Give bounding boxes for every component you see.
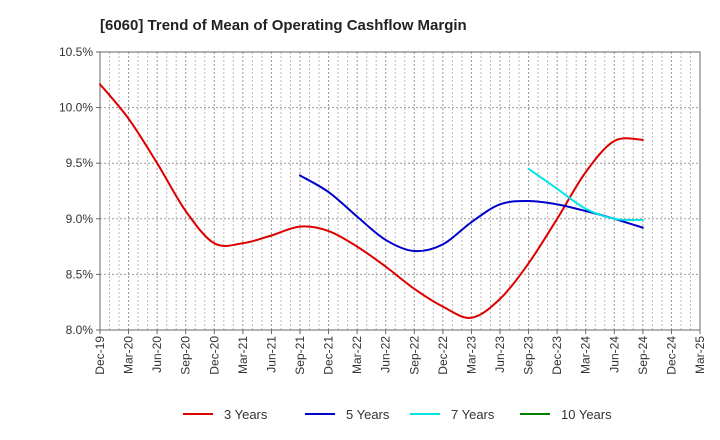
legend-label: 10 Years — [561, 407, 612, 422]
legend-item-3-years: 3 Years — [183, 407, 268, 422]
x-tick-label: Jun-22 — [379, 336, 393, 373]
series-line-3-years — [99, 83, 644, 319]
legend-label: 7 Years — [451, 407, 495, 422]
y-axis: 8.0% 8.5% 9.0% 9.5% 10.0% 10.5% — [59, 45, 100, 337]
x-tick-label: Dec-19 — [93, 336, 107, 375]
x-tick-label: Sep-23 — [522, 336, 536, 375]
x-tick-label: Sep-21 — [293, 336, 307, 375]
x-tick-label: Jun-24 — [607, 336, 621, 373]
legend-item-10-years: 10 Years — [520, 407, 612, 422]
legend-label: 3 Years — [224, 407, 268, 422]
x-tick-label: Dec-22 — [436, 336, 450, 375]
y-tick-label: 9.5% — [66, 156, 94, 170]
x-tick-label: Mar-22 — [350, 336, 364, 374]
x-tick-label: Mar-20 — [122, 336, 136, 374]
legend: 3 Years 5 Years 7 Years 10 Years — [183, 407, 612, 422]
legend-label: 5 Years — [346, 407, 390, 422]
x-tick-label: Dec-20 — [207, 336, 221, 375]
x-tick-label: Sep-20 — [179, 336, 193, 375]
x-tick-label: Mar-23 — [464, 336, 478, 374]
x-tick-label: Dec-23 — [550, 336, 564, 375]
x-tick-label: Mar-25 — [693, 336, 707, 374]
x-tick-label: Sep-22 — [407, 336, 421, 375]
grid — [100, 52, 700, 330]
y-tick-label: 8.0% — [66, 323, 94, 337]
plot-border — [99, 51, 701, 331]
x-tick-label: Jun-20 — [150, 336, 164, 373]
series-line-5-years — [299, 174, 644, 253]
x-tick-label: Mar-21 — [236, 336, 250, 374]
x-tick-label: Dec-21 — [322, 336, 336, 375]
y-tick-label: 9.0% — [66, 212, 94, 226]
x-tick-label: Jun-23 — [493, 336, 507, 373]
legend-item-5-years: 5 Years — [305, 407, 390, 422]
y-tick-label: 10.0% — [59, 101, 93, 115]
series-line-7-years — [527, 167, 644, 221]
x-tick-label: Dec-24 — [664, 336, 678, 375]
legend-item-7-years: 7 Years — [410, 407, 495, 422]
x-tick-label: Mar-24 — [579, 336, 593, 374]
series-lines — [99, 83, 644, 319]
y-tick-label: 10.5% — [59, 45, 93, 59]
y-tick-label: 8.5% — [66, 267, 94, 281]
x-tick-label: Jun-21 — [264, 336, 278, 373]
x-tick-label: Sep-24 — [636, 336, 650, 375]
x-axis: Dec-19 Mar-20 Jun-20 Sep-20 Dec-20 Mar-21 Jun-… — [93, 330, 707, 375]
chart-title: [6060] Trend of Mean of Operating Cashfl… — [100, 17, 467, 34]
